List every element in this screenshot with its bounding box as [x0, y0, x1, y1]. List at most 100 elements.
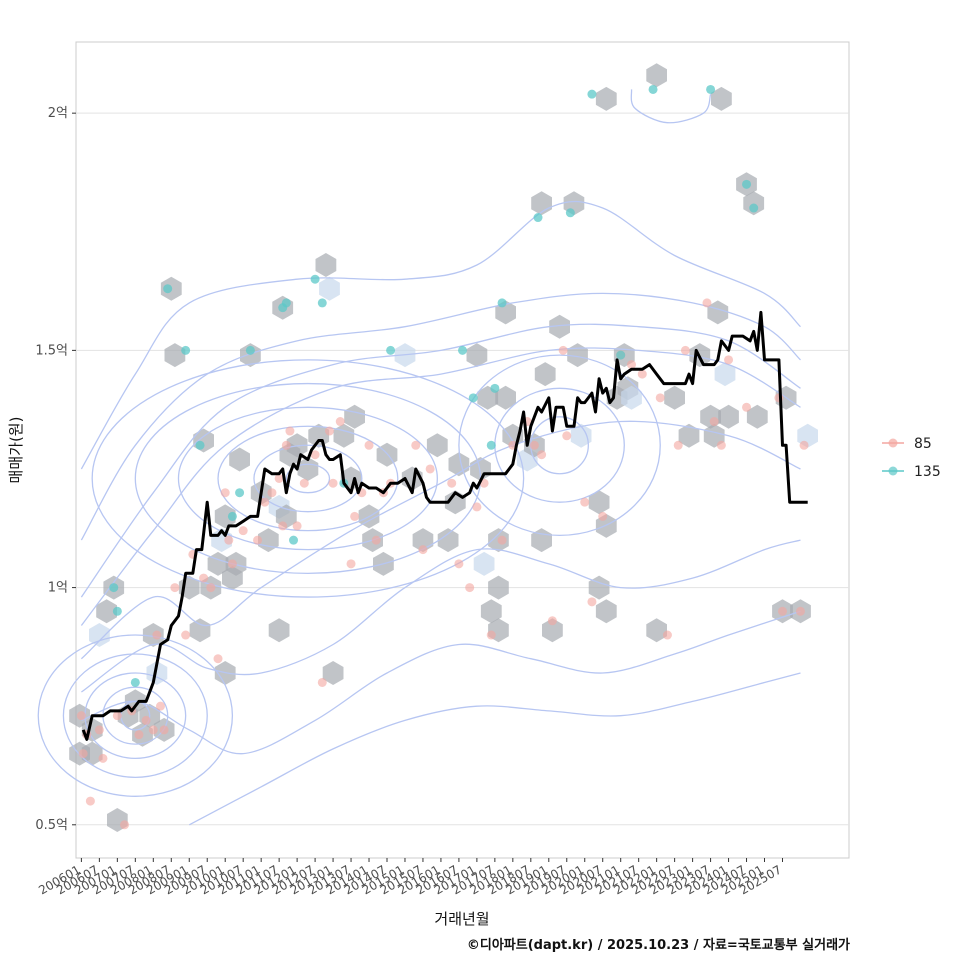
- point-85: [637, 369, 647, 379]
- hexbin-cell: [646, 618, 667, 643]
- y-tick-label: 1.5억: [35, 343, 68, 358]
- point-85: [346, 559, 356, 569]
- hexbin-cell: [542, 618, 563, 643]
- hexbin-cell: [473, 551, 495, 576]
- point-135: [227, 511, 237, 521]
- point-85: [76, 711, 86, 721]
- point-135: [706, 84, 716, 94]
- point-85: [317, 677, 327, 687]
- point-85: [238, 526, 248, 536]
- contour-ring: [91, 359, 525, 598]
- point-85: [148, 725, 158, 735]
- hexbin-cell: [319, 276, 340, 301]
- point-85: [580, 497, 590, 507]
- point-85: [425, 464, 435, 474]
- contour-ring: [37, 634, 234, 797]
- point-85: [716, 440, 726, 450]
- point-135: [109, 583, 119, 593]
- hexbin-cell: [534, 362, 556, 387]
- hexbin-cell: [268, 618, 290, 643]
- footer-credit: ©디아파트(dapt.kr) / 2025.10.23 / 자료=국토교통부 실…: [466, 938, 850, 953]
- hexbin-cell: [711, 86, 732, 111]
- point-85: [220, 488, 230, 498]
- point-85: [724, 355, 734, 365]
- point-135: [587, 89, 597, 99]
- hexbin-cell: [621, 385, 642, 410]
- hexbin-cell: [466, 343, 488, 368]
- point-85: [152, 630, 162, 640]
- point-135: [490, 383, 500, 393]
- y-axis-ticks: 0.5억 1억 1.5억 2억: [35, 106, 76, 833]
- point-85: [324, 426, 334, 436]
- point-85: [260, 497, 270, 507]
- hexbin-cell: [480, 599, 502, 624]
- point-85: [598, 511, 608, 521]
- point-85: [454, 559, 464, 569]
- hexbin-cell: [588, 490, 610, 515]
- point-85: [673, 440, 683, 450]
- point-85: [655, 393, 665, 403]
- point-135: [163, 284, 173, 294]
- hexbin-cell: [743, 191, 765, 216]
- hexbin-cell: [595, 599, 617, 624]
- point-135: [616, 350, 626, 360]
- contour-line: [81, 610, 801, 755]
- point-135: [497, 298, 507, 308]
- point-135: [245, 345, 255, 355]
- y-tick-label: 0.5억: [35, 818, 68, 833]
- point-85: [465, 583, 475, 593]
- contour-line: [80, 420, 801, 660]
- contour-ring: [458, 354, 661, 537]
- point-85: [777, 606, 787, 616]
- contour-ring: [253, 444, 363, 513]
- hexbin-cell: [488, 575, 509, 600]
- contour-ring: [217, 425, 399, 532]
- hexbin-cell: [714, 362, 736, 387]
- density-contours: [37, 89, 801, 826]
- point-85: [292, 521, 302, 531]
- point-135: [468, 393, 478, 403]
- point-135: [310, 274, 320, 284]
- point-135: [112, 606, 122, 616]
- point-85: [486, 630, 496, 640]
- point-85: [213, 654, 223, 664]
- legend-key-point: [888, 466, 898, 476]
- point-85: [170, 583, 180, 593]
- contour-ring: [177, 406, 438, 551]
- contour-line: [630, 89, 712, 124]
- point-135: [317, 298, 327, 308]
- hexbin-cell: [426, 433, 448, 458]
- point-135: [130, 677, 140, 687]
- point-85: [141, 715, 151, 725]
- point-85: [371, 535, 381, 545]
- point-135: [533, 213, 543, 223]
- hexbin-cell: [322, 661, 344, 685]
- point-85: [742, 402, 752, 412]
- contour-line: [81, 539, 801, 693]
- hexbin-cell: [96, 599, 117, 624]
- hexbin-cell: [315, 253, 337, 277]
- point-85: [680, 345, 690, 355]
- hexbin-cell: [437, 528, 459, 553]
- hexbin-cell: [718, 404, 739, 429]
- hexbin-cell: [297, 457, 319, 481]
- point-85: [299, 478, 309, 488]
- point-135: [742, 179, 752, 189]
- hexbin-cell: [588, 575, 610, 600]
- scatter-points: [76, 84, 809, 830]
- point-85: [364, 440, 374, 450]
- point-85: [709, 417, 719, 427]
- point-85: [447, 478, 457, 488]
- hexbin-cell: [646, 63, 667, 88]
- point-85: [328, 478, 338, 488]
- point-85: [253, 535, 263, 545]
- point-135: [458, 345, 467, 355]
- y-axis-title: 매매가(원): [7, 417, 25, 484]
- x-axis-ticks: 2006012006072007012007072008012008072009…: [36, 858, 784, 898]
- point-135: [749, 203, 759, 213]
- point-85: [206, 583, 216, 593]
- point-85: [310, 450, 320, 460]
- point-135: [235, 488, 245, 498]
- legend-label-85: 85: [914, 436, 932, 452]
